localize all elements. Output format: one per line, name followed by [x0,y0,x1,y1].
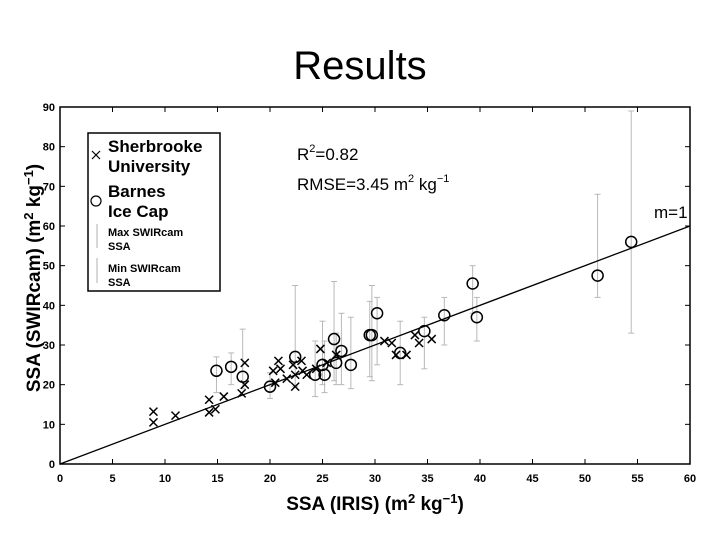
y-tick-label: 80 [43,142,55,154]
x-marker [204,407,214,417]
circle-marker [624,235,638,249]
y-tick-label: 70 [43,181,55,193]
ticks-layer: 0 5 10 15 20 25 30 35 40 45 50 55 60 0 10 20 30 40 50 60 70 8… [43,102,696,485]
circle-marker [335,344,348,358]
x-marker [268,366,278,376]
legend-circle-marker-icon [90,195,102,207]
circle-marker [418,324,431,338]
one-to-one-line [59,225,691,465]
circle-marker [365,328,379,342]
x-marker [427,334,437,344]
slope-line-label: m=1 [654,203,688,222]
x-marker [387,338,397,348]
legend-x-marker-icon [91,150,101,160]
x-marker [414,338,424,348]
x-tick-label: 45 [526,473,538,485]
legend-label-sherbrooke-1: Sherbrooke [108,137,202,156]
legend: Sherbrooke University Barnes Ice Cap Max… [87,132,221,292]
x-marker [296,356,307,366]
circle-marker [344,358,358,372]
x-marker [170,411,181,421]
slide-title: Results [293,44,427,88]
legend-label-min-2: SSA [108,277,131,289]
circle-marker [288,350,302,364]
y-tick-label: 20 [43,380,55,392]
y-tick-label: 0 [49,459,55,471]
x-marker [204,395,214,405]
x-tick-label: 25 [316,473,328,485]
legend-label-barnes-2: Ice Cap [108,202,168,221]
y-tick-label: 60 [43,221,55,233]
x-tick-label: 55 [631,473,643,485]
circle-marker [393,346,407,360]
circle-marker [210,364,223,378]
x-marker [315,344,325,354]
x-marker [302,370,312,380]
circle-marker [591,269,604,282]
legend-box [87,132,221,292]
x-marker [273,356,283,366]
x-tick-label: 0 [57,473,63,485]
x-marker [282,374,292,384]
reference-line-layer [59,225,691,465]
circle-marker [236,370,249,383]
circle-marker [438,309,451,322]
y-tick-label: 50 [43,261,55,273]
x-marker [379,336,389,346]
x-tick-label: 35 [421,473,433,485]
rmse-label: RMSE=3.45 m2 kg−1 [297,173,449,194]
circle-marker [470,310,484,324]
x-tick-label: 40 [474,473,486,485]
x-marker [148,417,158,427]
legend-label-max-2: SSA [108,241,131,253]
x-tick-label: 30 [369,473,381,485]
circle-marker [466,277,479,290]
x-marker [240,358,250,368]
y-tick-label: 30 [43,340,55,352]
legend-label-barnes-1: Barnes [108,182,166,201]
circle-marker [318,368,331,381]
r-squared-label: R2=0.82 [297,143,358,164]
x-marker [410,330,420,340]
y-tick-label: 90 [43,102,55,114]
circle-marker [370,307,384,320]
x-tick-label: 20 [264,473,276,485]
circle-marker [224,360,238,374]
legend-label-max-1: Max SWIRcam [108,227,183,239]
x-marker [290,370,300,380]
x-tick-label: 15 [211,473,223,485]
error-bars-layer [213,110,635,400]
legend-label-min-1: Min SWIRcam [108,263,181,275]
x-marker [210,404,220,414]
x-tick-label: 10 [159,473,171,485]
y-tick-label: 10 [43,419,55,431]
x-tick-label: 50 [579,473,591,485]
circle-marker [263,380,277,393]
x-tick-label: 60 [684,473,696,485]
x-tick-label: 5 [109,473,115,485]
x-marker [290,382,300,392]
y-axis-title: SSA (SWIRcam) (m2 kg−1) [21,164,45,392]
x-marker [219,392,229,402]
x-marker [148,407,158,417]
circle-marker [327,332,341,346]
x-marker [237,388,247,398]
markers-layer [148,235,638,427]
circle-marker [308,368,322,381]
x-marker [275,364,286,374]
circle-marker [329,356,343,370]
y-tick-label: 40 [43,300,55,312]
x-marker [270,378,280,388]
x-axis-title: SSA (IRIS) (m2 kg−1) [286,491,464,515]
legend-label-sherbrooke-2: University [108,157,191,176]
